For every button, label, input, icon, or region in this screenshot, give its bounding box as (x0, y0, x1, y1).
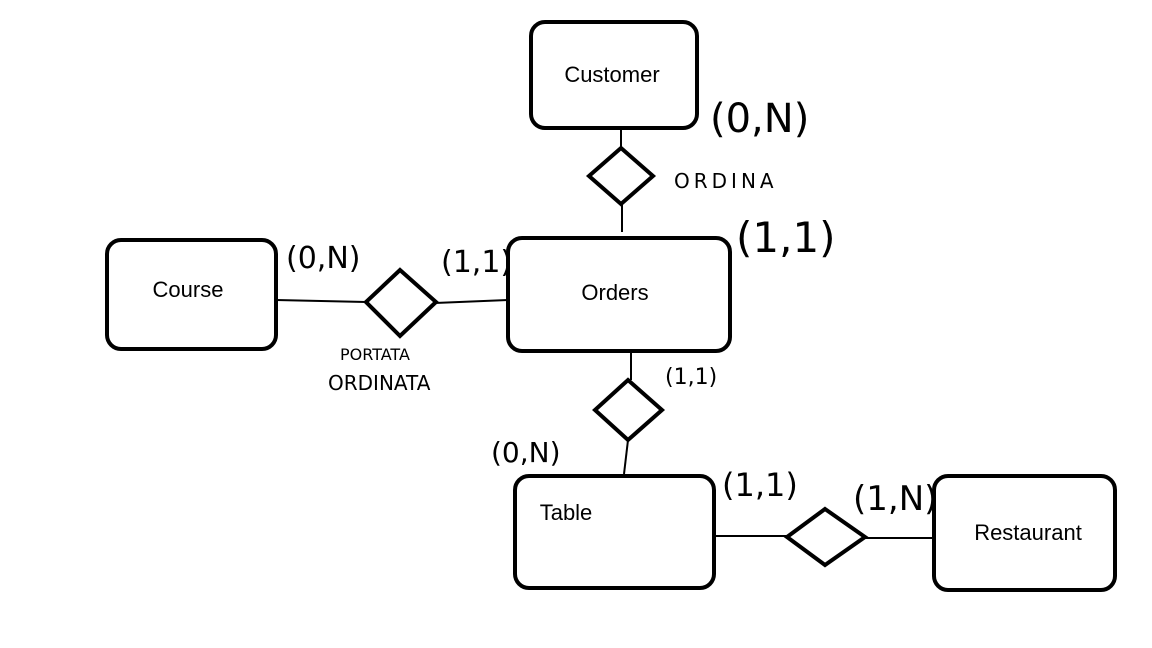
entity-orders-label: Orders (581, 280, 648, 305)
cardinality-course-portata: (0,N) (286, 241, 360, 276)
entity-customer: Customer (529, 20, 699, 130)
cardinality-table-restaurant-rel: (1,1) (722, 466, 798, 504)
relationship-portata-ordinata-diamond (363, 267, 439, 339)
relationship-orders-table-diamond (592, 377, 666, 443)
relationship-portata-label-line1: PORTATA (340, 345, 410, 364)
cardinality-orders-ordina: (1,1) (736, 213, 836, 262)
entity-course: Course (105, 238, 278, 351)
entity-orders: Orders (506, 236, 732, 353)
entity-restaurant: Restaurant (932, 474, 1117, 592)
cardinality-restaurant-table-rel: (1,N) (853, 479, 937, 519)
entity-restaurant-label: Restaurant (974, 520, 1082, 545)
cardinality-customer-ordina: (0,N) (710, 96, 809, 142)
edge-course-portata (275, 299, 367, 303)
cardinality-orders-portata: (1,1) (441, 245, 512, 280)
edge-rel-table-table (623, 439, 629, 475)
relationship-ordina-label: ORDINA (674, 169, 778, 193)
entity-course-label: Course (153, 277, 224, 302)
entity-customer-label: Customer (564, 62, 659, 87)
entity-table: Table (513, 474, 716, 590)
relationship-ordina-diamond (585, 145, 657, 207)
cardinality-table-orders-rel: (0,N) (491, 436, 561, 469)
entity-table-label: Table (540, 500, 593, 525)
relationship-table-restaurant-diamond (783, 506, 869, 568)
cardinality-orders-table-rel: (1,1) (665, 365, 717, 390)
relationship-ordinata-label-line2: ORDINATA (328, 371, 431, 395)
edge-portata-orders (434, 299, 509, 304)
